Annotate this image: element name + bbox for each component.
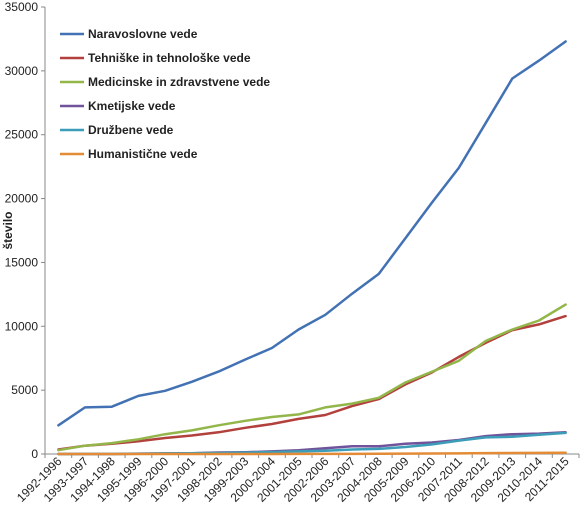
legend-label: Kmetijske vede (88, 99, 176, 113)
y-tick-label: 15000 (5, 255, 39, 269)
legend-label: Družbene vede (88, 123, 174, 137)
series-line (57, 40, 567, 427)
y-tick-label: 25000 (5, 128, 39, 142)
y-tick-label: 35000 (5, 0, 39, 14)
y-axis-label: število (1, 211, 15, 249)
series-line (57, 431, 567, 456)
legend-label: Tehniške in tehnološke vede (88, 51, 251, 65)
y-tick-label: 10000 (5, 319, 39, 333)
series-line (57, 451, 567, 456)
series-line (57, 314, 567, 451)
legend-label: Medicinske in zdravstvene vede (88, 75, 270, 89)
y-tick-label: 5000 (11, 383, 38, 397)
y-tick-label: 20000 (5, 192, 39, 206)
legend-label: Naravoslovne vede (88, 27, 198, 41)
y-tick-label: 30000 (5, 64, 39, 78)
y-tick-label: 0 (31, 447, 38, 461)
legend-label: Humanistične vede (88, 147, 198, 161)
series-line (57, 303, 567, 452)
